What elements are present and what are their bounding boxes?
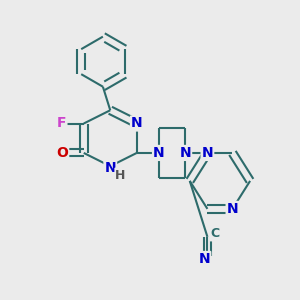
Text: C: C <box>210 227 219 240</box>
Text: F: F <box>57 116 66 130</box>
Text: N: N <box>179 146 191 160</box>
Text: N: N <box>202 146 213 160</box>
Text: N: N <box>199 252 210 266</box>
Text: N: N <box>226 202 238 216</box>
Text: N: N <box>153 146 165 160</box>
Text: H: H <box>116 169 126 182</box>
Text: O: O <box>56 146 68 160</box>
Text: N: N <box>104 161 116 175</box>
Text: N: N <box>131 116 142 130</box>
